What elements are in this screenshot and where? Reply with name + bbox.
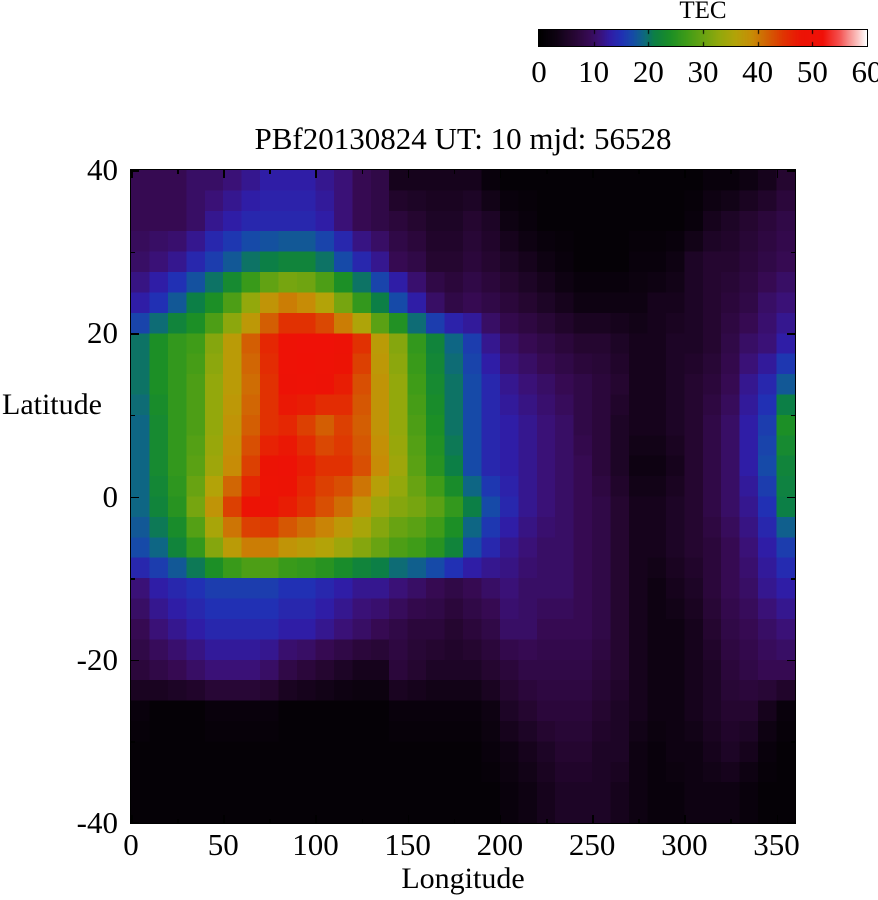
x-major-tick [499,170,502,178]
x-minor-tick [361,170,364,174]
colorbar-gradient-canvas [539,30,867,46]
y-minor-tick [131,251,135,254]
y-major-tick [131,659,139,662]
y-minor-tick [131,741,135,743]
x-major-tick [776,815,779,823]
plot-area [130,169,796,824]
y-minor-tick [791,414,795,417]
colorbar-title: TEC [679,0,727,24]
x-tick-label: 0 [123,827,139,862]
y-axis-label: Latitude [2,388,102,421]
y-major-tick [787,821,795,823]
x-minor-tick [730,170,732,174]
x-tick-label: 200 [476,827,524,862]
x-major-tick [315,170,317,178]
x-major-tick [223,170,225,178]
x-minor-tick [453,170,456,174]
y-tick-label: -40 [76,805,118,840]
y-major-tick [131,821,139,823]
x-minor-tick [453,819,456,823]
colorbar-tick-label: 20 [632,54,664,89]
y-minor-tick [791,578,795,580]
x-tick-label: 150 [384,827,431,862]
x-major-tick [131,170,133,178]
x-major-tick [407,170,410,178]
x-tick-label: 300 [661,827,708,862]
tec-heatmap-canvas [131,170,795,823]
x-tick-label: 100 [292,827,339,862]
x-axis-label: Longitude [401,862,525,895]
y-tick-label: 0 [102,478,119,514]
colorbar-tick-label: 10 [578,54,610,89]
colorbar-tick-label: 50 [796,54,828,89]
colorbar-tick-label: 0 [531,54,547,89]
x-tick-label: 50 [207,827,239,862]
x-major-tick [592,815,594,823]
x-major-tick [131,815,133,823]
y-minor-tick [131,414,135,417]
y-tick-label: 40 [87,152,118,187]
x-major-tick [684,170,686,178]
x-minor-tick [269,170,271,174]
x-minor-tick [546,170,548,174]
chart-title: PBf20130824 UT: 10 mjd: 56528 [254,121,672,156]
y-minor-tick [131,578,135,580]
y-minor-tick [791,251,795,254]
x-minor-tick [361,819,364,823]
x-tick-label: 250 [568,827,616,862]
colorbar-tick-label: 30 [687,54,719,89]
x-minor-tick [638,819,640,823]
colorbar [538,29,868,47]
x-minor-tick [269,819,271,823]
y-tick-label: -20 [76,641,118,677]
x-minor-tick [730,819,732,823]
y-major-tick [131,170,139,172]
y-major-tick [787,496,795,498]
x-major-tick [684,815,686,823]
colorbar-tick-label: 40 [742,54,774,89]
x-major-tick [776,170,779,178]
x-major-tick [315,815,317,823]
x-major-tick [592,170,594,178]
x-major-tick [223,815,225,823]
y-minor-tick [791,741,795,743]
y-major-tick [787,333,795,335]
x-major-tick [499,815,502,823]
y-tick-label: 20 [87,315,118,351]
x-minor-tick [546,819,548,823]
y-major-tick [131,333,139,335]
x-minor-tick [177,170,179,174]
y-major-tick [787,170,795,172]
x-major-tick [407,815,410,823]
colorbar-tick-label: 60 [851,54,878,89]
y-major-tick [131,496,139,498]
y-major-tick [787,659,795,662]
x-minor-tick [638,170,640,174]
x-tick-label: 350 [753,827,800,862]
x-minor-tick [177,819,179,823]
